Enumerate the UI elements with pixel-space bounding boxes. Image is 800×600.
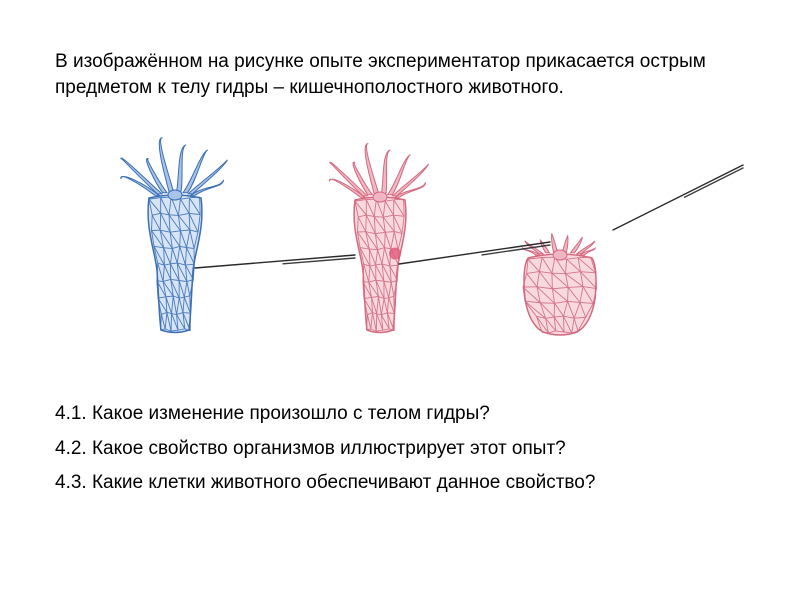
intro-paragraph: В изображённом на рисунке опыте эксперим…: [55, 49, 745, 100]
questions-block: 4.1. Какое изменение произошло с телом г…: [55, 400, 745, 498]
hydra-experiment-illustration: [55, 120, 745, 360]
question-2: 4.2. Какое свойство организмов иллюстрир…: [55, 435, 745, 464]
question-1: 4.1. Какое изменение произошло с телом г…: [55, 400, 745, 429]
question-3: 4.3. Какие клетки животного обеспечивают…: [55, 469, 745, 498]
